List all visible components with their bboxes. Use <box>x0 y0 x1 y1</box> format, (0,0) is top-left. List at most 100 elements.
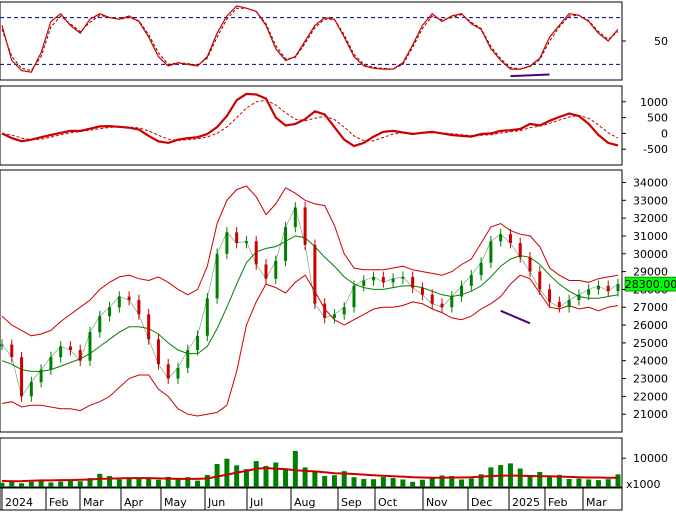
volume-bar <box>107 476 113 487</box>
bollinger-lower-line <box>1 274 619 417</box>
price-candle-body <box>538 271 542 290</box>
volume-bar <box>322 476 328 487</box>
price-candle-body <box>39 369 43 383</box>
volume-bar <box>439 475 445 487</box>
volume-bar <box>576 478 582 487</box>
price-candle-body <box>147 314 151 340</box>
last-price-badge: 28300.00 <box>625 278 676 291</box>
price-candle-body <box>98 316 102 333</box>
price-candle-body <box>88 332 92 361</box>
price-candle-body <box>78 350 82 361</box>
price-candle-body <box>372 276 376 281</box>
price-candle-body <box>489 241 493 263</box>
price-candle-body <box>274 260 278 279</box>
y-tick-label-2-9: 25000 <box>633 337 668 350</box>
price-candle-body <box>215 253 219 299</box>
volume-bar <box>126 477 132 487</box>
price-candle-body <box>411 276 415 288</box>
price-candle-body <box>127 296 131 301</box>
stoch-divergence-line <box>510 73 550 78</box>
stoch-signal-line <box>1 7 619 72</box>
price-candle-body <box>401 276 405 279</box>
y-tick-label-1-1: 500 <box>647 112 668 125</box>
volume-bar <box>214 463 220 487</box>
volume-bar <box>146 478 152 487</box>
volume-bar <box>9 480 15 487</box>
volume-bar <box>283 468 289 487</box>
y-tick-label-2-0: 34000 <box>633 176 668 189</box>
volume-bar <box>586 479 592 487</box>
volume-ma-line <box>1 466 618 483</box>
volume-bar <box>175 479 181 487</box>
x-axis-label: 2024 <box>5 496 33 509</box>
volume-bar <box>380 476 386 487</box>
price-candle-body <box>616 284 620 292</box>
x-axis-label: Jul <box>249 496 263 509</box>
price-candle-body <box>264 264 268 279</box>
price-candle-body <box>587 289 591 295</box>
price-candle-body <box>49 357 53 370</box>
volume-bar <box>468 478 474 487</box>
volume-bar <box>185 477 191 487</box>
x-axis-label: Mar <box>586 496 607 509</box>
macd-main-line <box>1 92 619 148</box>
y-tick-label-2-13: 21000 <box>633 408 668 421</box>
price-candle-body <box>176 367 180 379</box>
price-candle-body <box>460 285 464 297</box>
volume-bar <box>351 477 357 487</box>
x-axis-label: Apr <box>124 496 144 509</box>
y-tick-label-2-7: 27000 <box>633 301 668 314</box>
y-tick-label-2-12: 22000 <box>633 390 668 403</box>
volume-bar <box>556 474 562 487</box>
volume-bar <box>459 479 465 487</box>
x-axis-label: Nov <box>426 496 448 509</box>
stoch-main-line <box>1 5 619 73</box>
volume-bar <box>478 474 484 487</box>
price-candle-body <box>548 289 552 302</box>
price-candle-body <box>156 339 160 365</box>
volume-bar <box>292 450 298 487</box>
price-candle-body <box>313 244 317 304</box>
price-candle-body <box>332 314 336 318</box>
price-candle-body <box>205 298 209 336</box>
price-candle-body <box>508 234 512 244</box>
x-axis-label: Sep <box>341 496 362 509</box>
price-candle-body <box>557 301 561 308</box>
price-candle-body <box>137 300 141 315</box>
volume-bar <box>488 467 494 487</box>
y-tick-label-0-0: 50 <box>654 35 668 48</box>
price-candle-body <box>225 232 229 254</box>
y-tick-label-2-10: 24000 <box>633 355 668 368</box>
price-close-line <box>1 206 619 398</box>
volume-bar <box>116 479 122 487</box>
y-tick-label-2-3: 31000 <box>633 230 668 243</box>
x-axis-frame <box>0 487 623 511</box>
x-axis-label: May <box>164 496 187 509</box>
price-candle-body <box>284 227 288 261</box>
price-candle-body <box>303 207 307 245</box>
price-divergence-line <box>500 309 531 325</box>
bollinger-upper-line <box>1 185 619 337</box>
price-candle-body <box>10 344 14 358</box>
volume-bar <box>97 473 103 487</box>
price-candle-body <box>59 346 63 358</box>
price-candle-body <box>362 280 366 286</box>
volume-bar <box>136 478 142 487</box>
price-candle-body <box>196 335 200 351</box>
macd-signal-line <box>1 99 619 142</box>
x-axis-label: Oct <box>378 496 398 509</box>
price-candle-body <box>391 278 395 283</box>
price-candle-body <box>68 346 72 351</box>
y-tick-label-2-5: 29000 <box>633 266 668 279</box>
price-candle-body <box>186 350 190 368</box>
volume-bar <box>273 462 279 487</box>
volume-bar <box>341 471 347 487</box>
volume-bar <box>605 479 611 487</box>
volume-bar <box>263 465 269 487</box>
x-axis-label: Jun <box>207 496 225 509</box>
price-candle-body <box>323 303 327 318</box>
price-candle-body <box>244 241 248 244</box>
volume-bar <box>419 479 425 487</box>
y-tick-label-1-0: 1000 <box>640 96 668 109</box>
